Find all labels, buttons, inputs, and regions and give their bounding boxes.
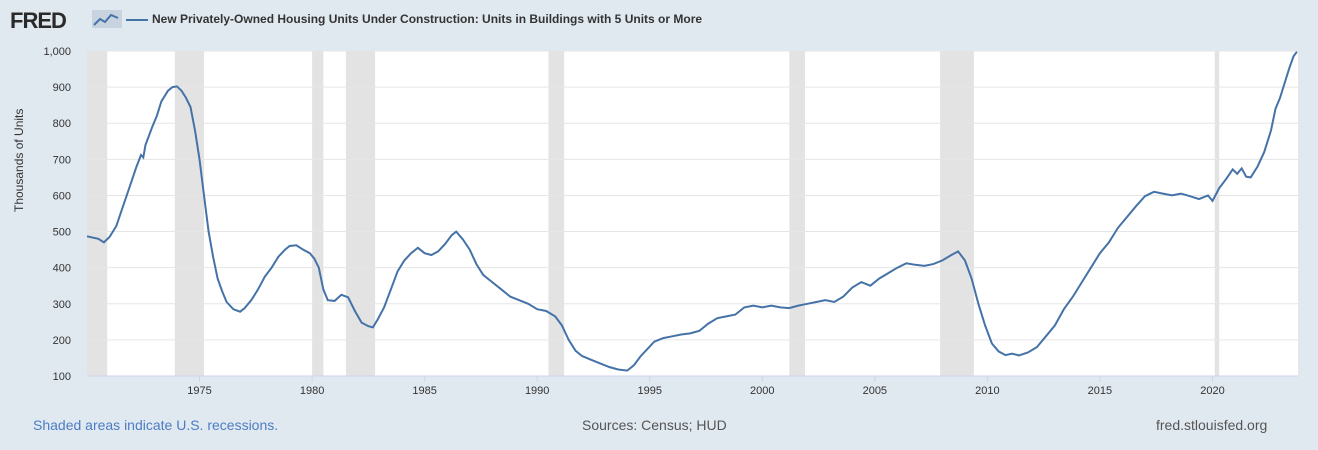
y-tick-label: 800 [53, 118, 71, 130]
x-tick-label: 1975 [187, 385, 211, 397]
y-tick-label: 700 [53, 154, 71, 166]
x-tick-label: 2010 [975, 385, 999, 397]
y-tick-label: 600 [53, 190, 71, 202]
x-axis: 1975 1980 1985 1990 1995 2000 2005 2010 2015 2020 [87, 375, 1298, 397]
fred-logo-graph-icon [92, 10, 122, 28]
sources-text: Sources: Census; HUD [582, 417, 727, 433]
series-line[interactable] [86, 51, 1298, 372]
recession-band [789, 51, 806, 376]
recession-shading [87, 51, 1220, 376]
y-axis: 100 200 300 400 500 600 700 800 900 1,000 [43, 46, 71, 383]
recession-band [1214, 51, 1220, 376]
y-tick-label: 100 [53, 371, 71, 383]
x-tick-label: 2005 [863, 385, 887, 397]
x-tick-label: 2020 [1200, 385, 1224, 397]
recession-band [940, 51, 974, 376]
y-tick-label: 500 [53, 227, 71, 239]
y-tick-label: 300 [53, 299, 71, 311]
x-tick-label: 2000 [750, 385, 774, 397]
series-legend-line [126, 19, 148, 21]
recession-band [87, 51, 108, 376]
recession-note-link[interactable]: Shaded areas indicate U.S. recessions. [33, 417, 279, 433]
plot-area [87, 51, 1298, 376]
y-tick-label: 1,000 [43, 46, 71, 58]
chart-header: FRED New Privately-Owned Housing Units U… [8, 6, 1308, 33]
x-tick-label: 2015 [1088, 385, 1112, 397]
y-tick-label: 200 [53, 335, 71, 347]
chart-title: New Privately-Owned Housing Units Under … [152, 12, 703, 26]
recession-band [312, 51, 324, 376]
x-tick-label: 1985 [412, 385, 436, 397]
recession-band [548, 51, 565, 376]
fred-logo: FRED [10, 8, 67, 33]
x-tick-label: 1980 [300, 385, 324, 397]
y-tick-label: 900 [53, 82, 71, 94]
x-tick-label: 1995 [637, 385, 661, 397]
x-tick-label: 1990 [525, 385, 549, 397]
y-tick-label: 400 [53, 263, 71, 275]
recession-band [174, 51, 205, 376]
site-link[interactable]: fred.stlouisfed.org [1156, 417, 1268, 433]
chart-plot[interactable]: 100 200 300 400 500 600 700 800 900 1,000 1975 198… [0, 0, 1318, 410]
